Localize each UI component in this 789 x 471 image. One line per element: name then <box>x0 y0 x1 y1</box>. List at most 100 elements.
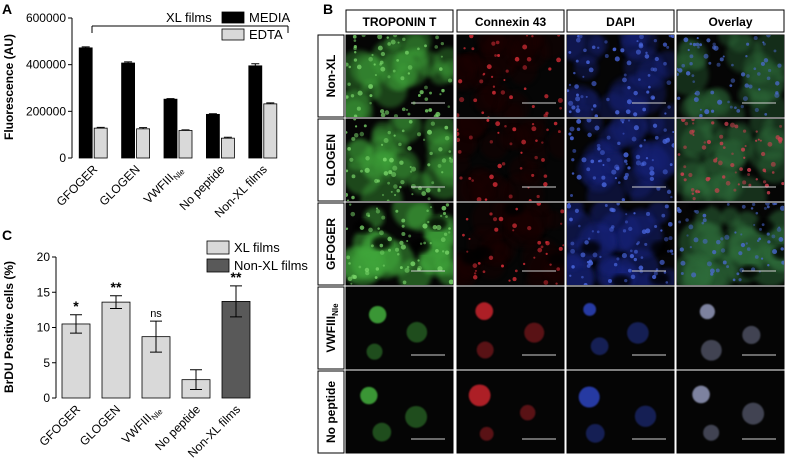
panel-a-y-tick-label: 600000 <box>26 11 66 25</box>
panel-b-micrograph <box>676 286 785 370</box>
panel-c-significance: ** <box>231 269 242 285</box>
panel-c-ylabel: BrDU Positive cells (%) <box>2 261 16 393</box>
panel-c-error-bar <box>70 314 82 334</box>
panel-b-micrograph <box>456 370 565 454</box>
panel-a-error-bar <box>223 136 232 139</box>
panel-a-error-bar <box>139 127 148 129</box>
panel-a: A Fluorescence (AU) 0200000400000600000 … <box>2 1 291 220</box>
panel-b-micrograph <box>676 118 785 202</box>
panel-b-row-label: VWFIIINle <box>324 303 340 353</box>
panel-b-image-grid <box>345 34 785 454</box>
panel-a-bar-edta <box>220 137 235 159</box>
panel-a-bar-edta <box>93 127 108 159</box>
panel-c-legend: XL films Non-XL films <box>206 240 308 273</box>
panel-c-bar <box>61 323 91 399</box>
panel-a-error-bar <box>124 61 133 64</box>
panel-b-row-label-box <box>317 34 345 118</box>
panel-b-row-label: GLOGEN <box>324 134 338 186</box>
panel-a-bars <box>78 46 278 159</box>
panel-b-micrograph <box>345 370 454 454</box>
panel-c-bars: ***ns** <box>61 269 251 399</box>
panel-b-column-header: DAPI <box>606 15 635 29</box>
panel-a-bar-edta <box>178 130 193 159</box>
panel-a-bar-media <box>163 98 178 159</box>
panel-b-micrograph <box>566 370 675 454</box>
panel-b-row-label-box <box>317 370 345 454</box>
panel-b-row-label-box <box>317 286 345 370</box>
panel-b-column-header: Overlay <box>708 15 752 29</box>
panel-a-bracket: XL films <box>91 10 289 33</box>
panel-b-micrograph <box>676 370 785 454</box>
panel-c-y-tick-label: 10 <box>37 321 51 335</box>
panel-a-bar-media <box>121 62 135 159</box>
panel-b-micrograph <box>345 34 454 118</box>
panel-a-legend-swatch <box>221 11 245 24</box>
panel-b-micrograph <box>676 34 785 118</box>
panel-c-significance: * <box>73 298 79 314</box>
panel-c-y-tick-label: 5 <box>43 356 50 370</box>
panel-c-legend-label: Non-XL films <box>234 258 308 273</box>
panel-a-legend: MEDIA EDTA <box>221 10 291 42</box>
panel-c-letter: C <box>2 227 12 243</box>
panel-a-bar-media <box>205 113 220 159</box>
panel-b-column-header: Connexin 43 <box>475 15 547 29</box>
panel-c-error-bar <box>150 320 162 353</box>
panel-b-header-box <box>676 9 785 33</box>
panel-a-error-bar <box>266 102 275 104</box>
panel-a-error-bar <box>166 98 175 100</box>
panel-b-letter: B <box>323 1 333 17</box>
panel-b-micrograph <box>676 202 785 286</box>
panel-c-error-bar <box>230 285 242 318</box>
panel-b-header-box <box>345 9 454 33</box>
panel-a-error-bar <box>251 63 260 66</box>
panel-b-micrograph <box>345 202 454 286</box>
panel-c-x-label: GFOGER <box>36 402 83 449</box>
panel-c-x-label: GLOGEN <box>77 402 123 448</box>
panel-c-significance: ns <box>150 308 162 320</box>
panel-b-column-header: TROPONIN T <box>363 15 438 29</box>
panel-b-micrograph <box>456 118 565 202</box>
panel-a-x-label: GLOGEN <box>97 162 143 208</box>
panel-a-error-bar <box>81 46 90 48</box>
panel-b-row-label: No peptide <box>324 381 338 443</box>
panel-b-row-label-box <box>317 118 345 202</box>
panel-b-micrograph <box>456 286 565 370</box>
panel-c-legend-swatch <box>206 258 230 273</box>
panel-a-bar-edta <box>136 128 151 159</box>
panel-b-micrograph <box>566 202 675 286</box>
panel-b-row-label: Non-XL <box>324 55 338 98</box>
panel-a-legend-label: EDTA <box>249 27 283 42</box>
panel-b-micrograph <box>566 34 675 118</box>
panel-a-legend-swatch <box>221 28 245 41</box>
panel-b-header-box <box>456 9 565 33</box>
panel-a-y-axis: 0 200000 400000 600000 <box>26 11 73 165</box>
panel-a-ylabel: Fluorescence (AU) <box>2 34 16 140</box>
panel-b-micrograph <box>345 118 454 202</box>
panel-c-legend-swatch <box>206 240 230 255</box>
panel-b-row-labels: Non-XL GLOGEN GFOGER VWFIIINle No peptide <box>317 34 345 454</box>
panel-c-y-tick-label: 0 <box>43 391 50 405</box>
panel-c-error-bar <box>110 295 122 309</box>
panel-b-column-headers: TROPONIN T Connexin 43 DAPI Overlay <box>345 9 785 33</box>
panel-b-row-label-box <box>317 202 345 286</box>
panel-b-micrograph <box>456 34 565 118</box>
panel-b-micrograph <box>345 286 454 370</box>
panel-a-error-bar <box>96 126 105 129</box>
panel-a-y-tick-label: 200000 <box>26 104 66 118</box>
panel-a-y-tick-label: 400000 <box>26 58 66 72</box>
panel-c-legend-label: XL films <box>234 240 280 255</box>
panel-b: B TROPONIN T Connexin 43 DAPI Overlay Non-X… <box>317 1 785 454</box>
panel-a-error-bar <box>181 129 190 131</box>
panel-a-legend-label: MEDIA <box>249 10 291 25</box>
panel-b-micrograph <box>566 286 675 370</box>
panel-b-micrograph <box>456 202 565 286</box>
panel-c-y-axis: 0 5 10 15 20 <box>37 250 57 405</box>
panel-a-error-bar <box>208 113 217 115</box>
panel-a-bar-media <box>78 47 93 159</box>
panel-a-annotation: XL films <box>166 10 212 25</box>
panel-b-header-box <box>566 9 675 33</box>
panel-c-y-tick-label: 15 <box>37 285 51 299</box>
